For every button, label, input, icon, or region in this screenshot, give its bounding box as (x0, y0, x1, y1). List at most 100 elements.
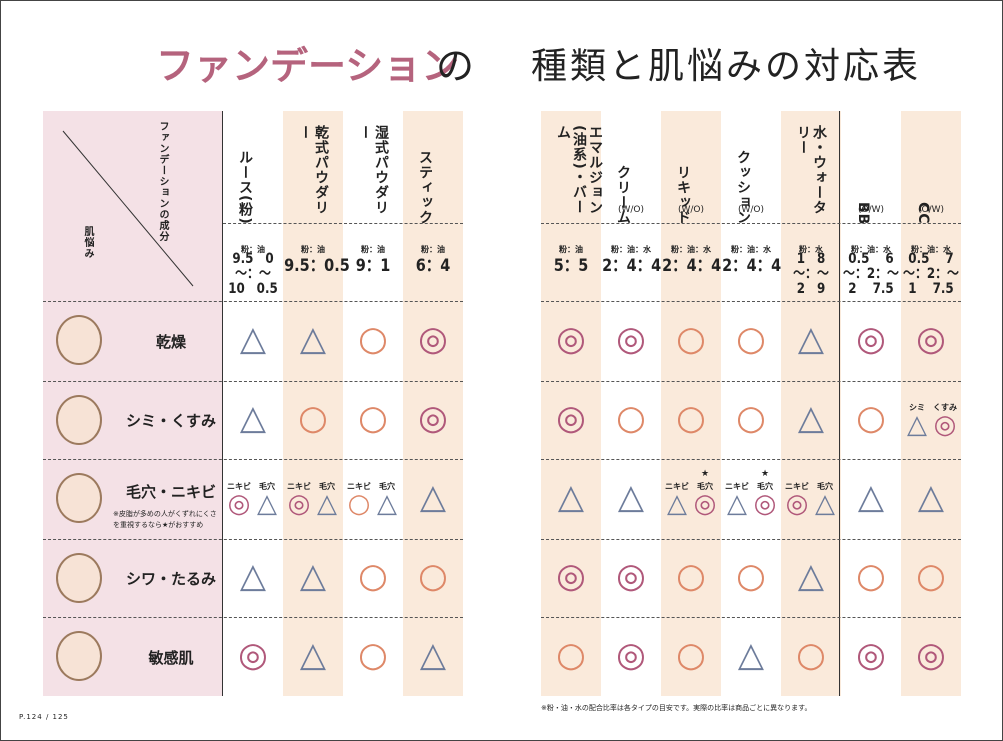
split-label: シミ (909, 403, 925, 412)
mark: ○ (298, 398, 328, 438)
mark: ○ (676, 319, 706, 359)
split-label: ニキビ (287, 482, 311, 491)
row-name: シミ・くすみ (125, 412, 216, 430)
ratio-label: 粉：油：水 (611, 245, 651, 254)
divider (839, 111, 840, 696)
ratio-value: 〜：2：〜 (903, 266, 959, 282)
ratio-label: 粉：油：水 (911, 245, 951, 254)
row-name: 乾燥 (155, 333, 186, 351)
mark: ○ (676, 398, 706, 438)
mark: △ (239, 398, 267, 438)
mark: ◎ (753, 489, 777, 519)
split-label: ニキビ (347, 482, 371, 491)
mark: △ (419, 634, 447, 675)
mark: △ (317, 489, 337, 519)
mark: ◎ (238, 634, 268, 675)
column-name: 水・ウォータリー (795, 125, 827, 215)
split-label: 毛穴 (319, 482, 335, 491)
row-line (43, 381, 463, 382)
ratio-value: 1 7.5 (908, 281, 954, 297)
mark: △ (239, 556, 267, 596)
row-note: ※皮脂が多めの人がくずれにくさを重視するなら★がおすすめ (113, 510, 217, 529)
column-name: 湿式パウダリー (357, 125, 389, 215)
row-name: 毛穴・ニキビ (125, 483, 216, 501)
ratio-value: 2：4：4 (662, 256, 722, 276)
mark: △ (299, 319, 327, 359)
mark: ◎ (856, 319, 886, 359)
column-sub: (O/W) (857, 205, 885, 215)
column-sub: (W/O) (677, 205, 705, 215)
column-name: リキッド (675, 165, 691, 225)
mark: △ (299, 556, 327, 596)
mark: △ (797, 556, 825, 596)
ratio-label: 粉：油 (361, 245, 385, 254)
corner-diagonal (62, 130, 194, 287)
face (56, 553, 102, 603)
column-sub: (O/W) (917, 205, 945, 215)
mark: ◎ (227, 489, 251, 519)
ratio-value: 2：4：4 (722, 256, 782, 276)
mark: ◎ (693, 489, 717, 519)
star: ★ (760, 469, 770, 479)
mark: △ (257, 489, 277, 519)
mark: △ (727, 489, 747, 519)
split-label: ニキビ (227, 482, 251, 491)
split-label: 毛穴 (379, 482, 395, 491)
mark: ◎ (418, 319, 448, 359)
ratio-value: 〜：〜 (235, 266, 271, 282)
mark: △ (377, 489, 397, 519)
ratio-label: 粉：油：水 (671, 245, 711, 254)
row-name: シワ・たるみ (125, 570, 216, 588)
column-name: クッション (735, 150, 751, 225)
column-name: エマルジョン(油系)・バーム (555, 125, 603, 215)
mark: ◎ (785, 489, 809, 519)
split-label: くすみ (933, 403, 957, 412)
ratio-value: 〜：〜 (793, 266, 829, 282)
column-bg (283, 111, 343, 696)
mark: ◎ (418, 398, 448, 438)
mark: △ (917, 477, 945, 517)
row-line (43, 539, 463, 540)
mark: ○ (796, 634, 826, 675)
split-label: 毛穴 (259, 482, 275, 491)
mark: ◎ (556, 398, 586, 438)
page-number: P.124 / 125 (19, 713, 69, 721)
face (56, 473, 102, 523)
mark: ○ (358, 398, 388, 438)
column-name: 乾式パウダリー (297, 125, 329, 215)
row-line (541, 539, 961, 540)
mark: ◎ (856, 634, 886, 675)
ratio-value: 10 0.5 (228, 281, 278, 297)
ratio-value: 0.5 7 (908, 251, 954, 267)
mark: △ (239, 319, 267, 359)
mark: ○ (916, 556, 946, 596)
mark: △ (857, 477, 885, 517)
mark: △ (737, 634, 765, 675)
mark: ○ (418, 556, 448, 596)
face (56, 631, 102, 681)
column-name: CC (915, 202, 931, 225)
ratio-label: 粉：油 (301, 245, 325, 254)
mark: ◎ (556, 319, 586, 359)
mark: △ (797, 398, 825, 438)
face (56, 315, 102, 365)
split-label: 毛穴 (697, 482, 713, 491)
mark: ○ (736, 556, 766, 596)
ratio-value: 9.5：0.5 (284, 256, 350, 276)
ratio-label: 粉：油 (559, 245, 583, 254)
corner-column-label: ファンデーションの成分 (157, 121, 168, 242)
column-name: ルース(粉) (237, 150, 253, 225)
mark: ○ (556, 634, 586, 675)
mark: △ (797, 319, 825, 359)
ratio-value: 0.5 6 (848, 251, 894, 267)
face (56, 395, 102, 445)
mark: △ (667, 489, 687, 519)
ratio-value: 2 9 (796, 281, 826, 297)
ratio-value: 9.5 0 (232, 251, 274, 267)
mark: ○ (616, 398, 646, 438)
dash (223, 223, 463, 224)
split-label: 毛穴 (817, 482, 833, 491)
mark: ○ (358, 319, 388, 359)
mark: ○ (358, 556, 388, 596)
